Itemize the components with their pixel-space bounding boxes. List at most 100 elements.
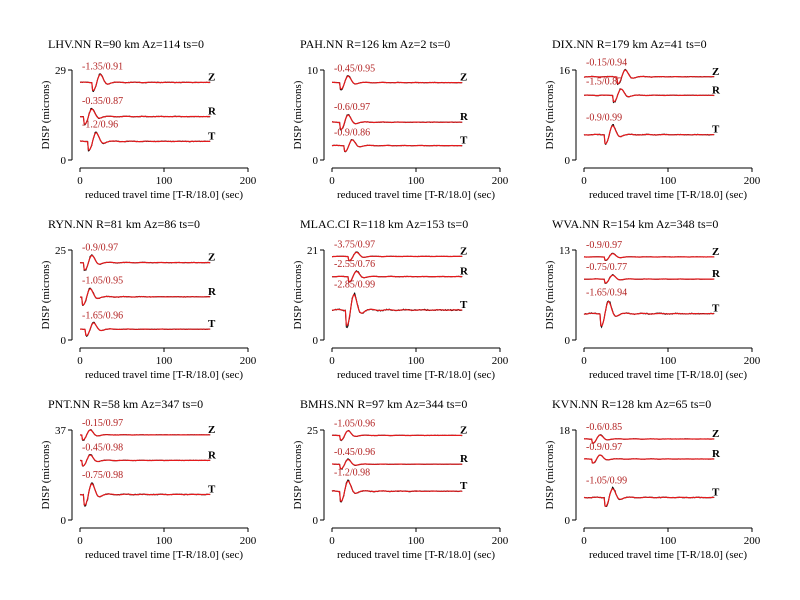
shift-correlation-label: -0.75/0.98 (82, 470, 123, 481)
y-tick-label: 16 (559, 65, 571, 77)
y-tick-label: 0 (61, 335, 67, 347)
synthetic-trace-r (584, 454, 715, 464)
x-tick-label: 100 (156, 175, 173, 187)
x-tick-label: 100 (660, 175, 677, 187)
x-tick-label: 0 (329, 355, 335, 367)
panel-mlac-ci: MLAC.CI R=118 km Az=153 ts=0 0 21 0 100 200 re… (292, 217, 509, 381)
shift-correlation-label: -1.05/0.99 (586, 476, 627, 487)
synthetic-trace-z (584, 69, 715, 85)
component-label-z: Z (460, 72, 467, 84)
y-tick-label: 25 (55, 245, 67, 257)
synthetic-trace-t (584, 300, 715, 327)
component-label-z: Z (460, 424, 467, 436)
y-tick-label: 10 (307, 65, 319, 77)
synthetic-trace-r (332, 458, 463, 470)
x-tick-label: 200 (240, 355, 257, 367)
y-axis-title: DISP (microns) (292, 80, 304, 149)
shift-correlation-label: -0.75/0.77 (586, 262, 627, 273)
x-tick-label: 0 (77, 355, 83, 367)
component-label-r: R (208, 449, 217, 461)
component-label-t: T (208, 483, 216, 495)
synthetic-trace-r (80, 108, 211, 125)
shift-correlation-label: -0.9/0.97 (586, 442, 622, 453)
panel-pnt-nn: PNT.NN R=58 km Az=347 ts=0 0 37 0 100 200 redu… (40, 397, 257, 561)
x-tick-label: 0 (77, 175, 83, 187)
synthetic-trace-z (332, 75, 463, 90)
component-label-t: T (460, 299, 468, 311)
component-label-z: Z (460, 245, 467, 257)
component-label-t: T (460, 480, 468, 492)
component-label-t: T (712, 303, 720, 315)
x-tick-label: 0 (581, 175, 587, 187)
component-label-z: Z (712, 428, 719, 440)
component-label-t: T (712, 124, 720, 136)
component-label-r: R (208, 286, 217, 298)
panel-kvn-nn: KVN.NN R=128 km Az=65 ts=0 0 18 0 100 200 redu… (544, 397, 761, 561)
x-axis-title: reduced travel time [T-R/18.0] (sec) (589, 189, 747, 201)
synthetic-trace-r (331, 114, 463, 131)
panel-wva-nn: WVA.NN R=154 km Az=348 ts=0 0 13 0 100 200 red… (544, 217, 761, 381)
y-axis-title: DISP (microns) (40, 260, 52, 329)
shift-correlation-label: -0.45/0.98 (82, 443, 123, 454)
y-axis-title: DISP (microns) (292, 440, 304, 509)
panel-title: LHV.NN R=90 km Az=114 ts=0 (48, 37, 204, 51)
component-label-r: R (712, 84, 721, 96)
component-label-r: R (460, 453, 469, 465)
x-axis-title: reduced travel time [T-R/18.0] (sec) (337, 549, 495, 561)
shift-correlation-label: -1.2/0.96 (82, 120, 118, 131)
x-tick-label: 200 (240, 175, 257, 187)
shift-correlation-label: -0.9/0.97 (586, 240, 622, 251)
panel-title: RYN.NN R=81 km Az=86 ts=0 (48, 217, 200, 231)
synthetic-trace-z (79, 73, 211, 91)
y-axis-title: DISP (microns) (292, 260, 304, 329)
shift-correlation-label: -0.35/0.87 (82, 96, 123, 107)
synthetic-trace-r (79, 454, 211, 467)
y-tick-label: 0 (565, 155, 571, 167)
component-label-r: R (460, 111, 469, 123)
x-axis-title: reduced travel time [T-R/18.0] (sec) (589, 549, 747, 561)
x-tick-label: 0 (581, 355, 587, 367)
shift-correlation-label: -1.65/0.94 (586, 287, 627, 298)
x-axis-title: reduced travel time [T-R/18.0] (sec) (85, 189, 243, 201)
component-label-z: Z (712, 246, 719, 258)
y-tick-label: 37 (55, 425, 67, 437)
x-tick-label: 100 (156, 535, 173, 547)
synthetic-trace-z (583, 252, 715, 261)
shift-correlation-label: -0.45/0.95 (334, 64, 375, 75)
synthetic-trace-r (331, 270, 463, 283)
y-axis-title: DISP (microns) (544, 80, 556, 149)
shift-correlation-label: -0.6/0.97 (334, 102, 370, 113)
component-label-z: Z (208, 424, 215, 436)
shift-correlation-label: -0.9/0.99 (586, 112, 622, 123)
y-axis-title: DISP (microns) (40, 80, 52, 149)
synthetic-trace-r (584, 274, 715, 284)
shift-correlation-label: -0.15/0.97 (82, 418, 123, 429)
shift-correlation-label: -1.05/0.95 (82, 276, 123, 287)
panel-lhv-nn: LHV.NN R=90 km Az=114 ts=0 0 29 0 100 200 redu… (40, 37, 257, 201)
x-axis-title: reduced travel time [T-R/18.0] (sec) (85, 369, 243, 381)
shift-correlation-label: -0.9/0.86 (334, 127, 370, 138)
synthetic-trace-t (331, 139, 463, 152)
panel-dix-nn: DIX.NN R=179 km Az=41 ts=0 0 16 0 100 200 redu… (544, 37, 761, 201)
synthetic-trace-r (583, 88, 715, 103)
y-tick-label: 25 (307, 425, 319, 437)
component-label-z: Z (208, 71, 215, 83)
panel-title: PAH.NN R=126 km Az=2 ts=0 (300, 37, 450, 51)
shift-correlation-label: -1.2/0.98 (334, 468, 370, 479)
synthetic-trace-z (584, 434, 715, 444)
x-axis-title: reduced travel time [T-R/18.0] (sec) (589, 369, 747, 381)
x-tick-label: 100 (156, 355, 173, 367)
y-tick-label: 0 (61, 515, 67, 527)
component-label-z: Z (712, 66, 719, 78)
shift-correlation-label: -1.35/0.91 (82, 61, 123, 72)
y-tick-label: 0 (313, 515, 319, 527)
synthetic-trace-z (80, 429, 211, 441)
panel-title: MLAC.CI R=118 km Az=153 ts=0 (300, 217, 468, 231)
shift-correlation-label: -0.45/0.96 (334, 447, 375, 458)
panel-title: PNT.NN R=58 km Az=347 ts=0 (48, 397, 203, 411)
x-tick-label: 0 (581, 535, 587, 547)
x-tick-label: 100 (660, 535, 677, 547)
component-label-r: R (712, 268, 721, 280)
